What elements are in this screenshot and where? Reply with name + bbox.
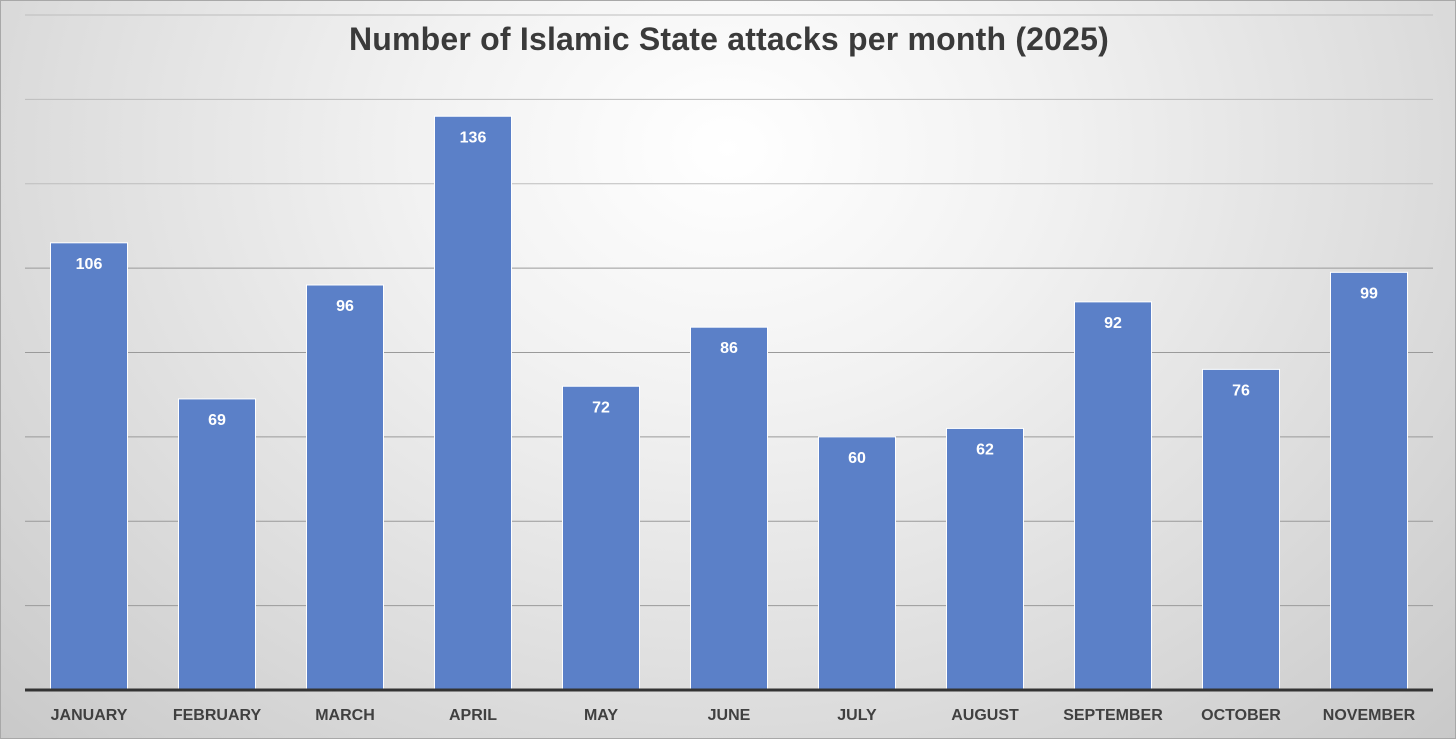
bar-march xyxy=(306,284,384,691)
bar-july xyxy=(818,436,896,691)
bar-april xyxy=(434,115,512,691)
bars xyxy=(50,115,1408,691)
data-label-august: 62 xyxy=(976,441,994,458)
bar-september xyxy=(1074,301,1152,691)
category-label-april: APRIL xyxy=(449,707,497,724)
category-label-june: JUNE xyxy=(708,707,751,724)
category-label-may: MAY xyxy=(584,707,618,724)
data-labels: 106 69 96 136 72 86 60 62 92 76 99 xyxy=(76,129,1378,467)
data-label-march: 96 xyxy=(336,298,354,315)
category-label-july: JULY xyxy=(837,707,877,724)
bar-october xyxy=(1202,368,1280,691)
category-label-january: JANUARY xyxy=(51,707,128,724)
bar-june xyxy=(690,326,768,691)
bar-january xyxy=(50,242,128,691)
data-label-january: 106 xyxy=(76,256,103,273)
category-label-february: FEBRUARY xyxy=(173,707,262,724)
chart-title: Number of Islamic State attacks per mont… xyxy=(348,21,1110,57)
category-labels: JANUARY FEBRUARY MARCH APRIL MAY JUNE JULY AUGU… xyxy=(51,707,1416,724)
data-label-september: 92 xyxy=(1104,315,1122,332)
data-label-may: 72 xyxy=(592,399,610,416)
data-label-february: 69 xyxy=(208,412,226,429)
category-label-september: SEPTEMBER xyxy=(1063,707,1163,724)
category-label-october: OCTOBER xyxy=(1201,707,1281,724)
bar-november xyxy=(1330,271,1408,691)
data-label-october: 76 xyxy=(1232,382,1250,399)
data-label-november: 99 xyxy=(1360,285,1378,302)
bar-february xyxy=(178,398,256,691)
data-label-june: 86 xyxy=(720,340,738,357)
category-label-november: NOVEMBER xyxy=(1323,707,1416,724)
data-label-july: 60 xyxy=(848,450,866,467)
category-label-march: MARCH xyxy=(315,707,375,724)
data-label-april: 136 xyxy=(460,129,487,146)
category-label-august: AUGUST xyxy=(951,707,1019,724)
bar-may xyxy=(562,385,640,691)
bar-august xyxy=(946,427,1024,691)
